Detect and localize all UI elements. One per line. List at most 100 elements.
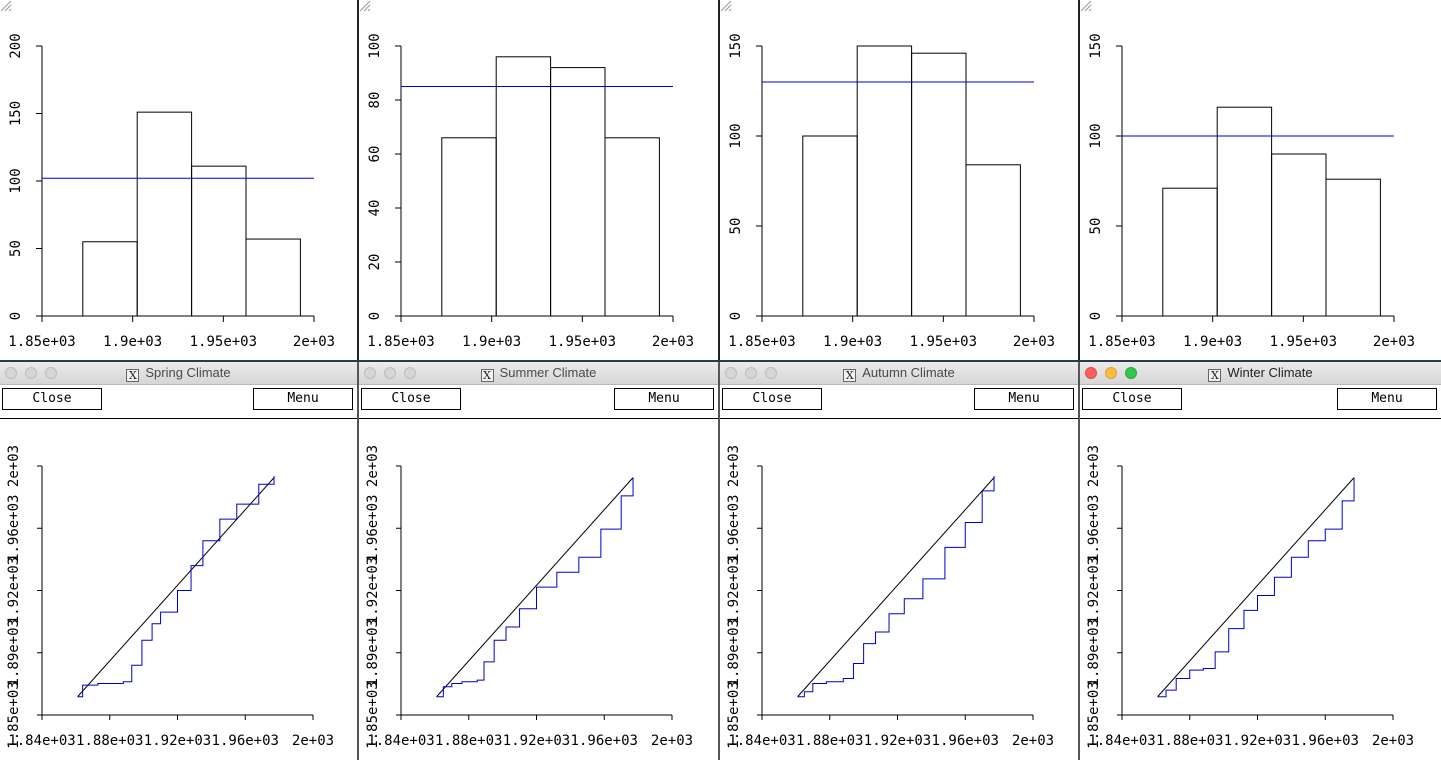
qq-plot-autumn: 1.84e+03 1.88e+03 1.92e+03 1.96e+03 2e+031.8… <box>726 445 1054 749</box>
x11-icon: X <box>126 369 140 382</box>
resize-grip-icon[interactable] <box>359 0 371 12</box>
window-minimize-icon[interactable] <box>25 367 37 379</box>
histogram-chart-summer: 0 20 40 60 80 100 1.85e+03 1.9e+03 1.95e+03 2e+03 <box>367 33 694 350</box>
window-minimize-icon[interactable] <box>1105 367 1117 379</box>
histogram-bar <box>191 165 247 317</box>
x-tick-label: 1.92e+03 <box>503 733 570 749</box>
x-tick-label: 1.95e+03 <box>1270 334 1337 350</box>
histogram-bar <box>550 67 606 317</box>
histogram-window-summer: 0 20 40 60 80 100 1.85e+03 1.9e+03 1.95e+03 2e+03 <box>359 0 720 360</box>
menu-button[interactable]: Menu <box>974 388 1074 410</box>
titlebar[interactable]: X Summer Climate <box>359 362 718 385</box>
y-tick-label: 1.85e+03 <box>365 681 381 748</box>
y-tick-label: 40 <box>367 200 383 217</box>
y-tick-label: 1.89e+03 <box>365 619 381 686</box>
x11-icon: X <box>1208 369 1222 382</box>
x-tick-label: 1.88e+03 <box>1156 733 1223 749</box>
y-tick-label: 0 <box>728 312 744 320</box>
y-tick-label: 150 <box>8 101 24 126</box>
y-tick-label: 2e+03 <box>1086 445 1102 487</box>
y-tick-label: 20 <box>367 254 383 271</box>
close-button[interactable]: Close <box>2 388 102 410</box>
titlebar[interactable]: X Winter Climate <box>1080 362 1441 385</box>
window-zoom-icon[interactable] <box>765 367 777 379</box>
window-minimize-icon[interactable] <box>745 367 757 379</box>
y-tick-label: 1.96e+03 <box>726 495 742 562</box>
resize-grip-icon[interactable] <box>0 0 12 12</box>
histogram-bar <box>1162 187 1218 317</box>
window-minimize-icon[interactable] <box>384 367 396 379</box>
histogram-bar <box>965 164 1021 317</box>
window-title: Summer Climate <box>499 365 597 380</box>
y-tick-label: 0 <box>8 312 24 320</box>
menu-button[interactable]: Menu <box>253 388 353 410</box>
y-tick-label: 1.92e+03 <box>1086 557 1102 624</box>
x11-icon: X <box>480 369 494 382</box>
y-tick-label: 1.96e+03 <box>1086 495 1102 562</box>
window-zoom-icon[interactable] <box>45 367 57 379</box>
window-zoom-icon[interactable] <box>1125 367 1137 379</box>
histogram-bar <box>911 52 967 317</box>
window-autumn-climate: X Autumn Climate Close Menu 1.84e+03 1.88e… <box>720 362 1080 760</box>
window-close-icon[interactable] <box>1085 367 1097 379</box>
y-tick-label: 0 <box>1088 312 1104 320</box>
titlebar[interactable]: X Autumn Climate <box>720 362 1078 385</box>
qq-series-line <box>797 475 995 698</box>
x-tick-label: 1.96e+03 <box>932 733 999 749</box>
histogram-bar <box>245 238 301 317</box>
close-button[interactable]: Close <box>1082 388 1182 410</box>
y-tick-label: 50 <box>1088 218 1104 235</box>
histogram-chart-winter: 0 50 100 150 1.85e+03 1.9e+03 1.95e+03 2e+03 <box>1088 33 1415 350</box>
y-tick-label: 1.89e+03 <box>1086 619 1102 686</box>
menu-button[interactable]: Menu <box>614 388 714 410</box>
window-title: Spring Climate <box>145 365 231 380</box>
close-button[interactable]: Close <box>722 388 822 410</box>
window-zoom-icon[interactable] <box>404 367 416 379</box>
titlebar[interactable]: X Spring Climate <box>0 362 357 385</box>
x-tick-label: 2e+03 <box>1372 733 1414 749</box>
y-tick-label: 100 <box>728 123 744 148</box>
x-tick-label: 1.88e+03 <box>76 733 143 749</box>
y-tick-label: 150 <box>1088 33 1104 58</box>
y-tick-label: 2e+03 <box>365 445 381 487</box>
histogram-window-winter: 0 50 100 150 1.85e+03 1.9e+03 1.95e+03 2e+03 <box>1080 0 1441 360</box>
x-tick-label: 1.88e+03 <box>435 733 502 749</box>
y-tick-label: 80 <box>367 92 383 109</box>
qq-series-line <box>1157 477 1355 698</box>
x-tick-label: 2e+03 <box>293 334 335 350</box>
y-tick-label: 0 <box>367 312 383 320</box>
x-tick-label: 1.96e+03 <box>571 733 638 749</box>
x-tick-label: 1.92e+03 <box>1224 733 1291 749</box>
histogram-bar <box>1325 178 1381 317</box>
reference-line <box>1157 477 1355 698</box>
y-tick-label: 1.85e+03 <box>726 681 742 748</box>
reference-line <box>436 477 634 698</box>
window-close-icon[interactable] <box>5 367 17 379</box>
resize-grip-icon[interactable] <box>1080 0 1092 12</box>
window-title: Autumn Climate <box>862 365 955 380</box>
qq-plot-winter: 1.84e+03 1.88e+03 1.92e+03 1.96e+03 2e+031.8… <box>1086 445 1414 749</box>
histogram-window-autumn: 0 50 100 150 1.85e+03 1.9e+03 1.95e+03 2e+03 <box>720 0 1080 360</box>
toolbar-divider <box>1080 418 1441 419</box>
y-tick-label: 1.92e+03 <box>365 557 381 624</box>
toolbar-divider <box>0 418 357 419</box>
window-close-icon[interactable] <box>364 367 376 379</box>
y-tick-label: 1.92e+03 <box>726 557 742 624</box>
window-close-icon[interactable] <box>725 367 737 379</box>
resize-grip-icon[interactable] <box>720 0 732 12</box>
x11-icon: X <box>843 369 857 382</box>
close-button[interactable]: Close <box>361 388 461 410</box>
toolbar-divider <box>359 418 718 419</box>
x-tick-label: 1.84e+03 <box>8 733 75 749</box>
y-tick-label: 100 <box>1088 123 1104 148</box>
x-tick-label: 2e+03 <box>652 334 694 350</box>
histogram-bar <box>82 241 138 317</box>
x-tick-label: 2e+03 <box>651 733 693 749</box>
x-tick-label: 2e+03 <box>1012 733 1054 749</box>
y-tick-label: 50 <box>728 218 744 235</box>
y-tick-label: 1.92e+03 <box>6 557 22 624</box>
x-tick-label: 1.85e+03 <box>1088 334 1155 350</box>
x-tick-label: 1.84e+03 <box>728 733 795 749</box>
x-tick-label: 1.95e+03 <box>910 334 977 350</box>
menu-button[interactable]: Menu <box>1337 388 1437 410</box>
